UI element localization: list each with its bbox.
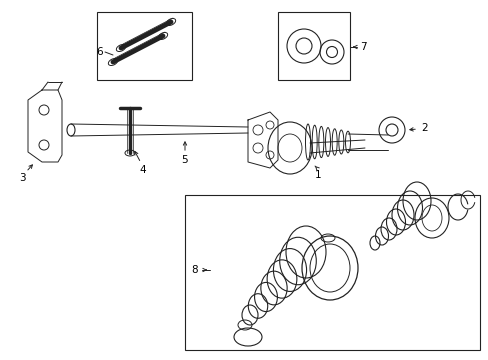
Text: 5: 5 — [182, 155, 188, 165]
Bar — [97, 12, 192, 80]
Text: 8: 8 — [191, 265, 198, 275]
Text: 1: 1 — [314, 170, 321, 180]
Text: 3: 3 — [19, 173, 25, 183]
Text: 2: 2 — [421, 123, 427, 133]
Text: 6: 6 — [97, 47, 103, 57]
Bar — [278, 12, 349, 80]
Text: 7: 7 — [359, 42, 366, 52]
Text: 4: 4 — [140, 165, 146, 175]
Bar — [184, 195, 479, 350]
